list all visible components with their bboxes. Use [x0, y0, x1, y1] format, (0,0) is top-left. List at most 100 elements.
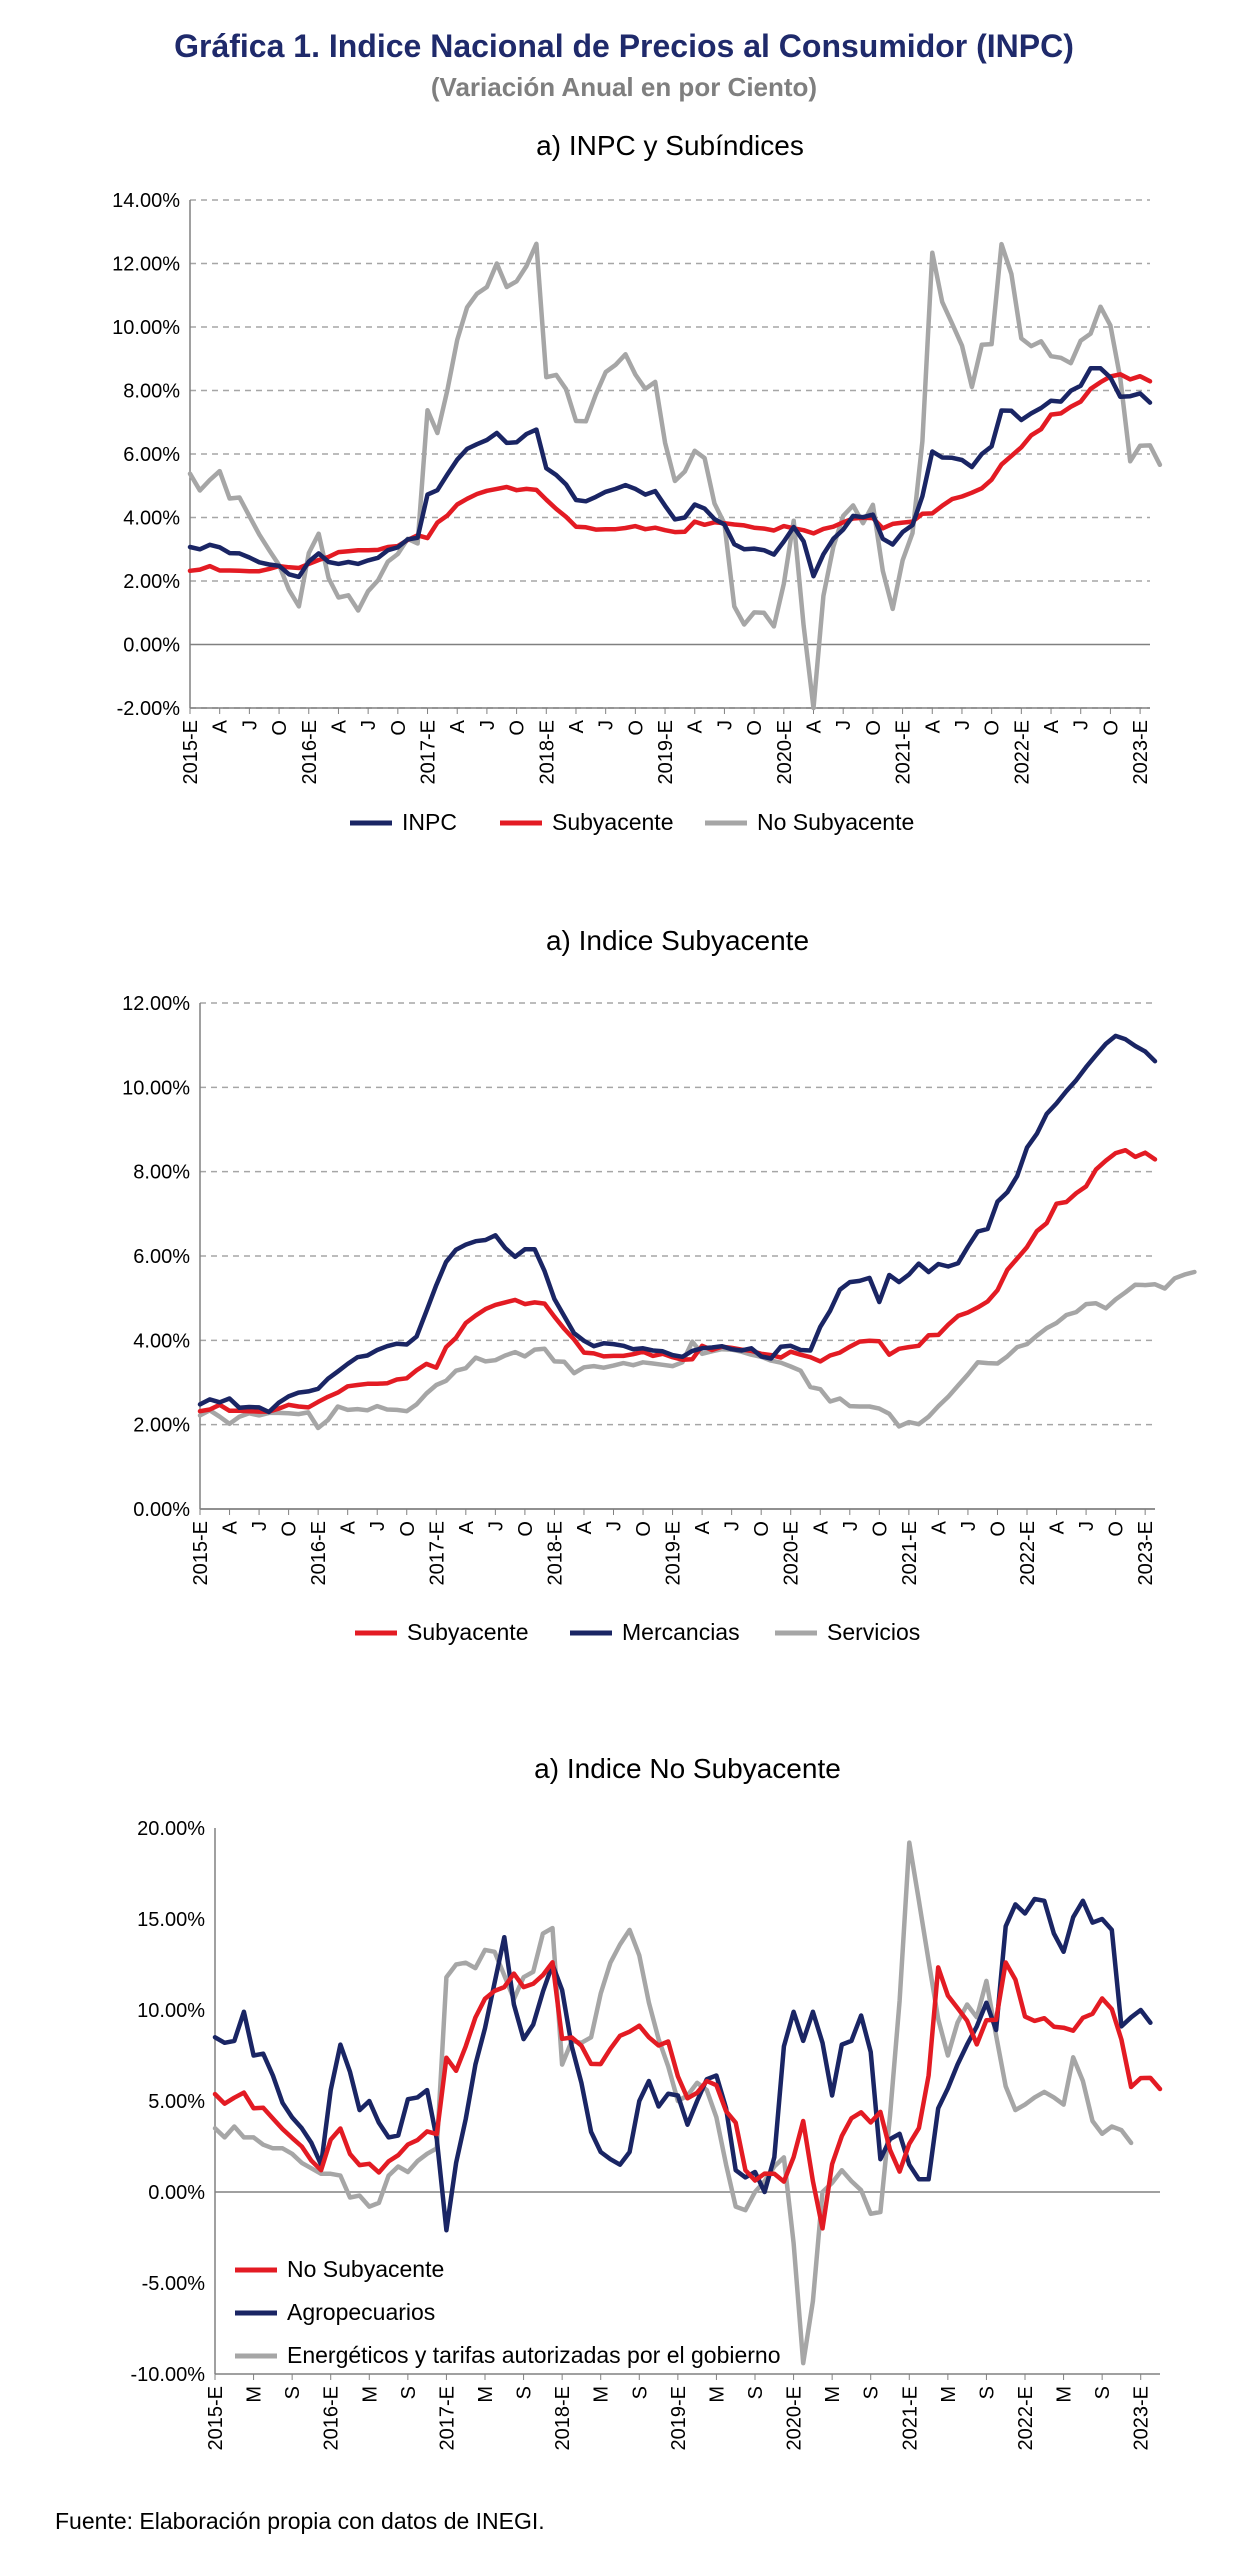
- x-tick-label: O: [507, 720, 529, 736]
- series-line-inpc: [187, 366, 1153, 580]
- x-tick-label: J: [358, 720, 380, 730]
- x-tick-label: A: [804, 719, 826, 733]
- x-tick-label: 2022-E: [1015, 2386, 1037, 2451]
- x-tick-label: O: [625, 720, 647, 736]
- x-tick-label: 2021-E: [893, 720, 915, 785]
- figure-subtitle: (Variación Anual en por Ciento): [430, 72, 818, 102]
- x-tick-label: M: [706, 2386, 728, 2403]
- x-tick-label: 2015-E: [205, 2386, 227, 2451]
- x-tick-label: M: [938, 2386, 960, 2403]
- x-tick-label: A: [220, 1520, 242, 1534]
- x-tick-label: 2016-E: [299, 720, 321, 785]
- x-tick-label: 2018-E: [544, 1521, 566, 1586]
- x-tick-label: J: [604, 1521, 626, 1531]
- x-tick-label: O: [751, 1521, 773, 1537]
- x-tick-label: 2016-E: [321, 2386, 343, 2451]
- x-tick-label: A: [456, 1520, 478, 1534]
- x-tick-label: 2016-E: [308, 1521, 330, 1586]
- x-tick-label: O: [982, 720, 1004, 736]
- x-tick-label: A: [328, 719, 350, 733]
- chart-inpc-subindices: a) INPC y Subíndices -2.00% 0.00% 2.00% 4.00…: [112, 130, 1163, 835]
- x-tick-label: M: [822, 2386, 844, 2403]
- x-tick-label: 2015-E: [190, 1521, 212, 1586]
- x-tick-label: 2018-E: [536, 720, 558, 785]
- legend-label: INPC: [402, 809, 457, 835]
- x-tick-label: J: [1071, 720, 1093, 730]
- y-tick-label: 8.00%: [123, 381, 180, 403]
- x-tick-label: J: [239, 720, 261, 730]
- y-tick-label: -5.00%: [142, 2273, 206, 2295]
- x-tick-label: S: [629, 2386, 651, 2399]
- legend-label: Mercancias: [622, 1619, 740, 1645]
- x-tick-label: O: [515, 1521, 537, 1537]
- series-line-subyacente: [197, 1147, 1158, 1414]
- series-line-no-subyacente: [212, 1960, 1163, 2231]
- x-tick-label: 2023-E: [1130, 720, 1152, 785]
- x-tick-label: 2021-E: [899, 2386, 921, 2451]
- chart-title: a) Indice No Subyacente: [534, 1753, 841, 1784]
- legend-label: No Subyacente: [287, 2256, 444, 2282]
- x-tick-label: O: [863, 720, 885, 736]
- y-tick-label: 14.00%: [112, 190, 180, 212]
- x-tick-label: M: [359, 2386, 381, 2403]
- x-tick-label: M: [591, 2386, 613, 2403]
- x-tick-label: A: [566, 719, 588, 733]
- series-line-agropecuarios: [212, 1896, 1153, 2233]
- x-tick-label: O: [744, 720, 766, 736]
- x-tick-label: 2022-E: [1017, 1521, 1039, 1586]
- x-tick-label: 2017-E: [436, 2386, 458, 2451]
- x-tick-label: M: [244, 2386, 266, 2403]
- x-tick-label: O: [987, 1521, 1009, 1537]
- x-tick-label: O: [1100, 720, 1122, 736]
- y-tick-label: -10.00%: [131, 2364, 206, 2386]
- legend-label: No Subyacente: [757, 809, 914, 835]
- x-tick-label: O: [279, 1521, 301, 1537]
- series-line-no-subyacente: [187, 241, 1163, 711]
- x-tick-label: J: [714, 720, 736, 730]
- x-tick-label: 2020-E: [784, 2386, 806, 2451]
- legend-label: Servicios: [827, 1619, 920, 1645]
- x-tick-label: S: [976, 2386, 998, 2399]
- x-tick-label: 2019-E: [655, 720, 677, 785]
- legend-label: Subyacente: [552, 809, 673, 835]
- x-tick-label: J: [1076, 1521, 1098, 1531]
- x-tick-label: J: [833, 720, 855, 730]
- x-tick-label: A: [210, 719, 232, 733]
- x-tick-label: S: [398, 2386, 420, 2399]
- y-tick-label: 0.00%: [133, 1499, 190, 1521]
- x-tick-label: A: [447, 719, 469, 733]
- x-tick-label: A: [1047, 1520, 1069, 1534]
- x-tick-label: S: [1092, 2386, 1114, 2399]
- x-tick-label: J: [840, 1521, 862, 1531]
- x-tick-label: O: [397, 1521, 419, 1537]
- y-tick-label: 4.00%: [133, 1330, 190, 1352]
- x-tick-label: 2017-E: [426, 1521, 448, 1586]
- x-tick-label: 2019-E: [663, 1521, 685, 1586]
- legend-label: Agropecuarios: [287, 2299, 435, 2325]
- source-note: Fuente: Elaboración propia con datos de …: [55, 2508, 545, 2534]
- x-tick-label: A: [685, 719, 707, 733]
- x-tick-label: S: [514, 2386, 536, 2399]
- x-tick-label: J: [485, 1521, 507, 1531]
- x-tick-label: J: [477, 720, 499, 730]
- y-tick-label: 4.00%: [123, 508, 180, 530]
- x-tick-label: J: [249, 1521, 271, 1531]
- y-tick-label: -2.00%: [117, 698, 181, 720]
- y-tick-label: 2.00%: [133, 1415, 190, 1437]
- x-tick-label: 2020-E: [781, 1521, 803, 1586]
- y-tick-label: 20.00%: [137, 1818, 205, 1840]
- x-tick-label: A: [574, 1520, 596, 1534]
- x-tick-label: 2021-E: [899, 1521, 921, 1586]
- x-tick-label: O: [633, 1521, 655, 1537]
- y-tick-label: 10.00%: [122, 1077, 190, 1099]
- y-tick-label: 12.00%: [112, 254, 180, 276]
- y-tick-label: 2.00%: [123, 571, 180, 593]
- x-tick-label: A: [692, 1520, 714, 1534]
- y-tick-label: 8.00%: [133, 1162, 190, 1184]
- y-tick-label: 15.00%: [137, 1909, 205, 1931]
- y-tick-label: 10.00%: [137, 2000, 205, 2022]
- x-tick-label: J: [367, 1521, 389, 1531]
- series-line-energ-ticos-y-tarifas-autorizadas-por-el-gobierno: [212, 1840, 1134, 2366]
- x-tick-label: A: [922, 719, 944, 733]
- series-line-subyacente: [187, 372, 1153, 574]
